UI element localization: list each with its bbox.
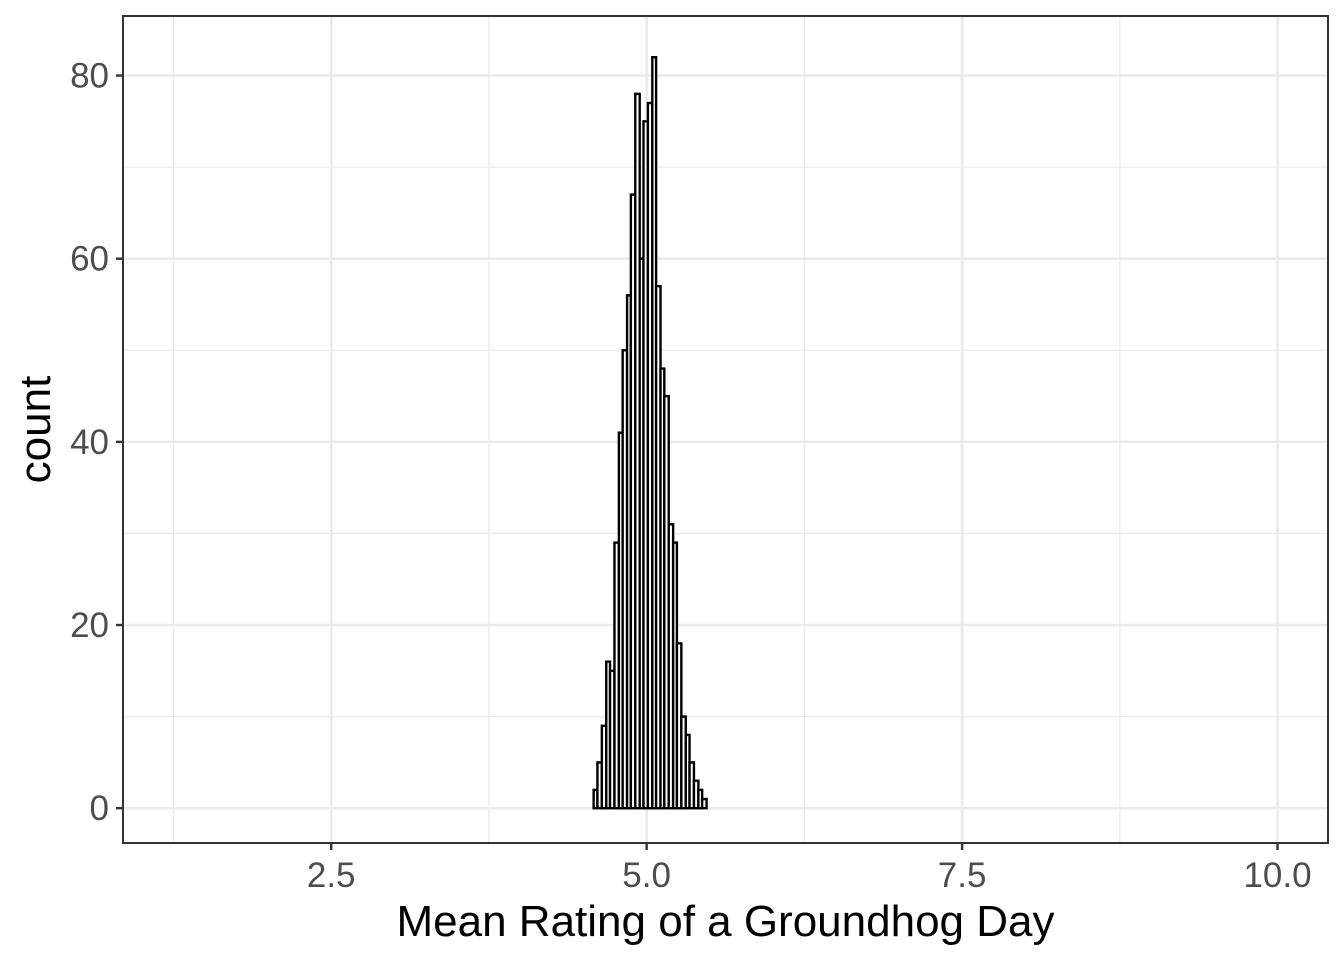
y-tick-label: 40 <box>70 423 109 462</box>
y-axis-ticks: 0 20 40 60 80 <box>70 57 123 828</box>
x-tick-label: 10.0 <box>1243 856 1311 895</box>
x-tick-label: 5.0 <box>622 856 671 895</box>
x-tick-label: 7.5 <box>938 856 987 895</box>
x-axis-title: Mean Rating of a Groundhog Day <box>397 897 1055 946</box>
y-tick-label: 80 <box>70 57 109 96</box>
y-tick-label: 60 <box>70 240 109 279</box>
panel-border <box>122 15 1329 844</box>
major-grid <box>123 16 1328 843</box>
y-tick-label: 0 <box>90 789 109 828</box>
minor-grid <box>123 16 1328 843</box>
y-axis-title: count <box>11 376 60 484</box>
x-axis-ticks: 2.5 5.0 7.5 10.0 <box>307 843 1312 895</box>
histogram-bars <box>592 56 708 810</box>
histogram-bar <box>700 797 708 810</box>
x-tick-label: 2.5 <box>307 856 356 895</box>
y-tick-label: 20 <box>70 606 109 645</box>
